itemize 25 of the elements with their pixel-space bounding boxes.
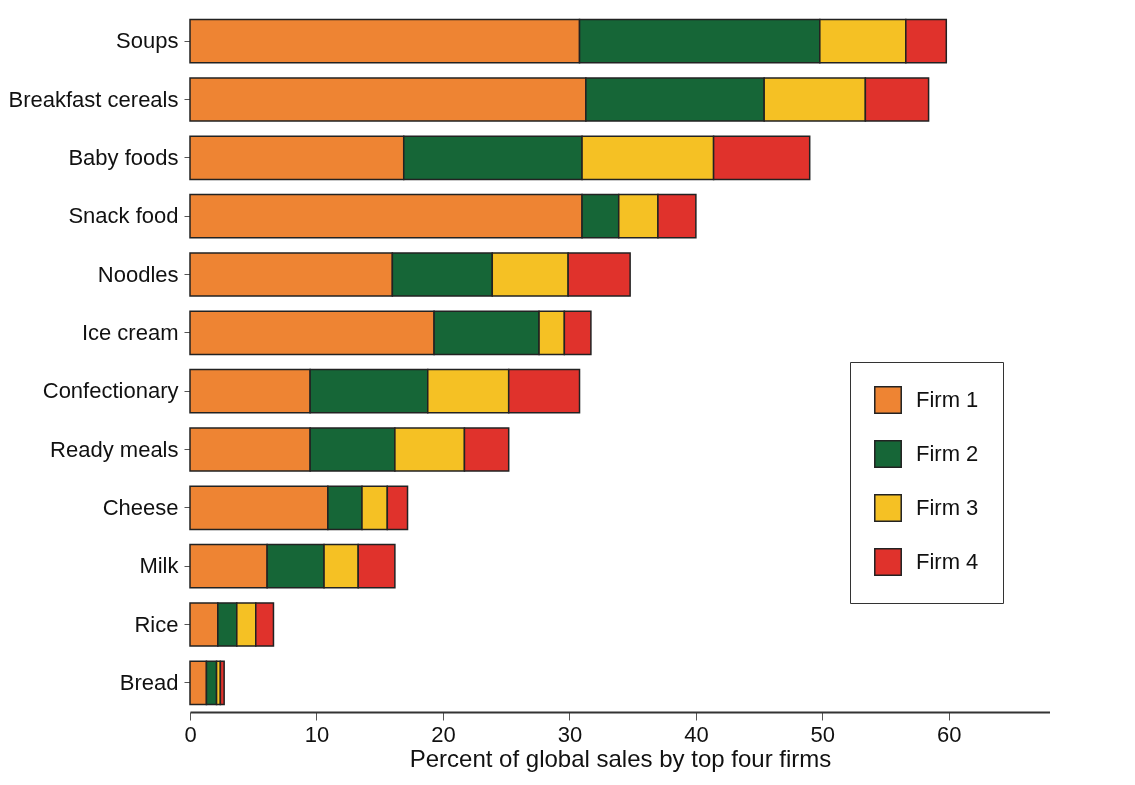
bar (219, 660, 225, 706)
x-tick-label: 60 (937, 721, 962, 747)
y-tick-label: Snack food (68, 203, 179, 229)
x-tick-label: 30 (557, 721, 583, 747)
y-tick-label: Cheese (102, 494, 179, 520)
y-tick-label: Breakfast cereals (8, 86, 179, 112)
legend-label: Firm 1 (916, 387, 979, 412)
y-tick-label: Ice cream (81, 319, 179, 345)
x-tick-label: 40 (684, 721, 709, 747)
legend-label: Firm 3 (916, 495, 979, 520)
y-tick-label: Baby foods (68, 144, 179, 170)
y-tick-label: Rice (134, 611, 179, 637)
y-tick-label: Soups (116, 28, 179, 54)
y-tick-label: Bread (119, 669, 179, 695)
y-tick-label: Confectionary (42, 378, 179, 404)
legend-label: Firm 2 (916, 441, 979, 466)
x-axis-title: Percent of global sales by top four firms (409, 744, 832, 772)
y-tick-label: Milk (139, 553, 180, 579)
y-tick-label: Ready meals (50, 436, 179, 462)
x-tick-label: 50 (810, 721, 836, 747)
legend-label: Firm 4 (916, 549, 979, 574)
x-tick-label: 20 (431, 721, 456, 747)
x-tick-label: 10 (304, 721, 330, 747)
y-tick-label: Noodles (97, 261, 179, 287)
x-tick-label: 0 (184, 721, 197, 747)
